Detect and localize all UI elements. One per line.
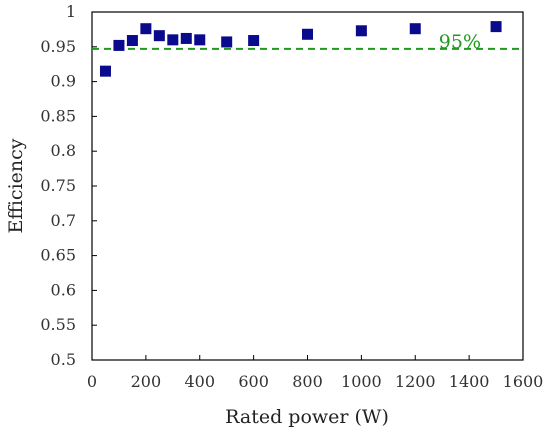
- x-axis-title: Rated power (W): [225, 406, 389, 428]
- data-point: [99, 65, 111, 77]
- axis-ticks: 0 200 400 600 800 1000 1200 1400 1600 0.5 0.55 0.6 0…: [40, 2, 543, 391]
- data-point: [409, 23, 421, 35]
- data-point: [167, 34, 179, 46]
- data-point: [490, 21, 502, 33]
- data-point: [140, 23, 152, 35]
- x-tick-label: 1400: [449, 372, 490, 391]
- x-tick-label: 1000: [341, 372, 382, 391]
- y-tick-label: 0.8: [51, 141, 76, 160]
- x-tick-label: 200: [131, 372, 162, 391]
- y-tick-label: 0.95: [40, 37, 76, 56]
- plot-area-frame: [91, 11, 524, 361]
- data-point: [180, 32, 192, 44]
- y-tick-label: 0.5: [51, 350, 76, 369]
- data-point: [221, 36, 233, 48]
- y-tick-label: 0.7: [51, 211, 76, 230]
- y-tick-label: 0.65: [40, 246, 76, 265]
- x-tick-label: 800: [292, 372, 323, 391]
- x-tick-label: 400: [184, 372, 215, 391]
- reference-line-label: 95%: [439, 31, 481, 53]
- x-tick-label: 1200: [395, 372, 436, 391]
- data-point: [248, 35, 260, 47]
- x-tick-label: 1600: [503, 372, 544, 391]
- data-point: [355, 25, 367, 37]
- y-tick-label: 1: [66, 2, 76, 21]
- data-points: [99, 21, 502, 77]
- data-point: [153, 30, 165, 42]
- x-tick-label: 600: [238, 372, 269, 391]
- data-point: [113, 39, 125, 51]
- y-tick-label: 0.55: [40, 315, 76, 334]
- data-point: [302, 28, 313, 40]
- reference-line-group: 95%: [92, 31, 523, 53]
- y-tick-label: 0.6: [51, 280, 76, 299]
- y-tick-label: 0.75: [40, 176, 76, 195]
- x-tick-label: 0: [87, 372, 97, 391]
- data-point: [194, 34, 206, 46]
- data-point: [126, 35, 138, 47]
- y-tick-label: 0.85: [40, 106, 76, 125]
- y-tick-label: 0.9: [51, 72, 76, 91]
- y-axis-title: Efficiency: [5, 138, 27, 233]
